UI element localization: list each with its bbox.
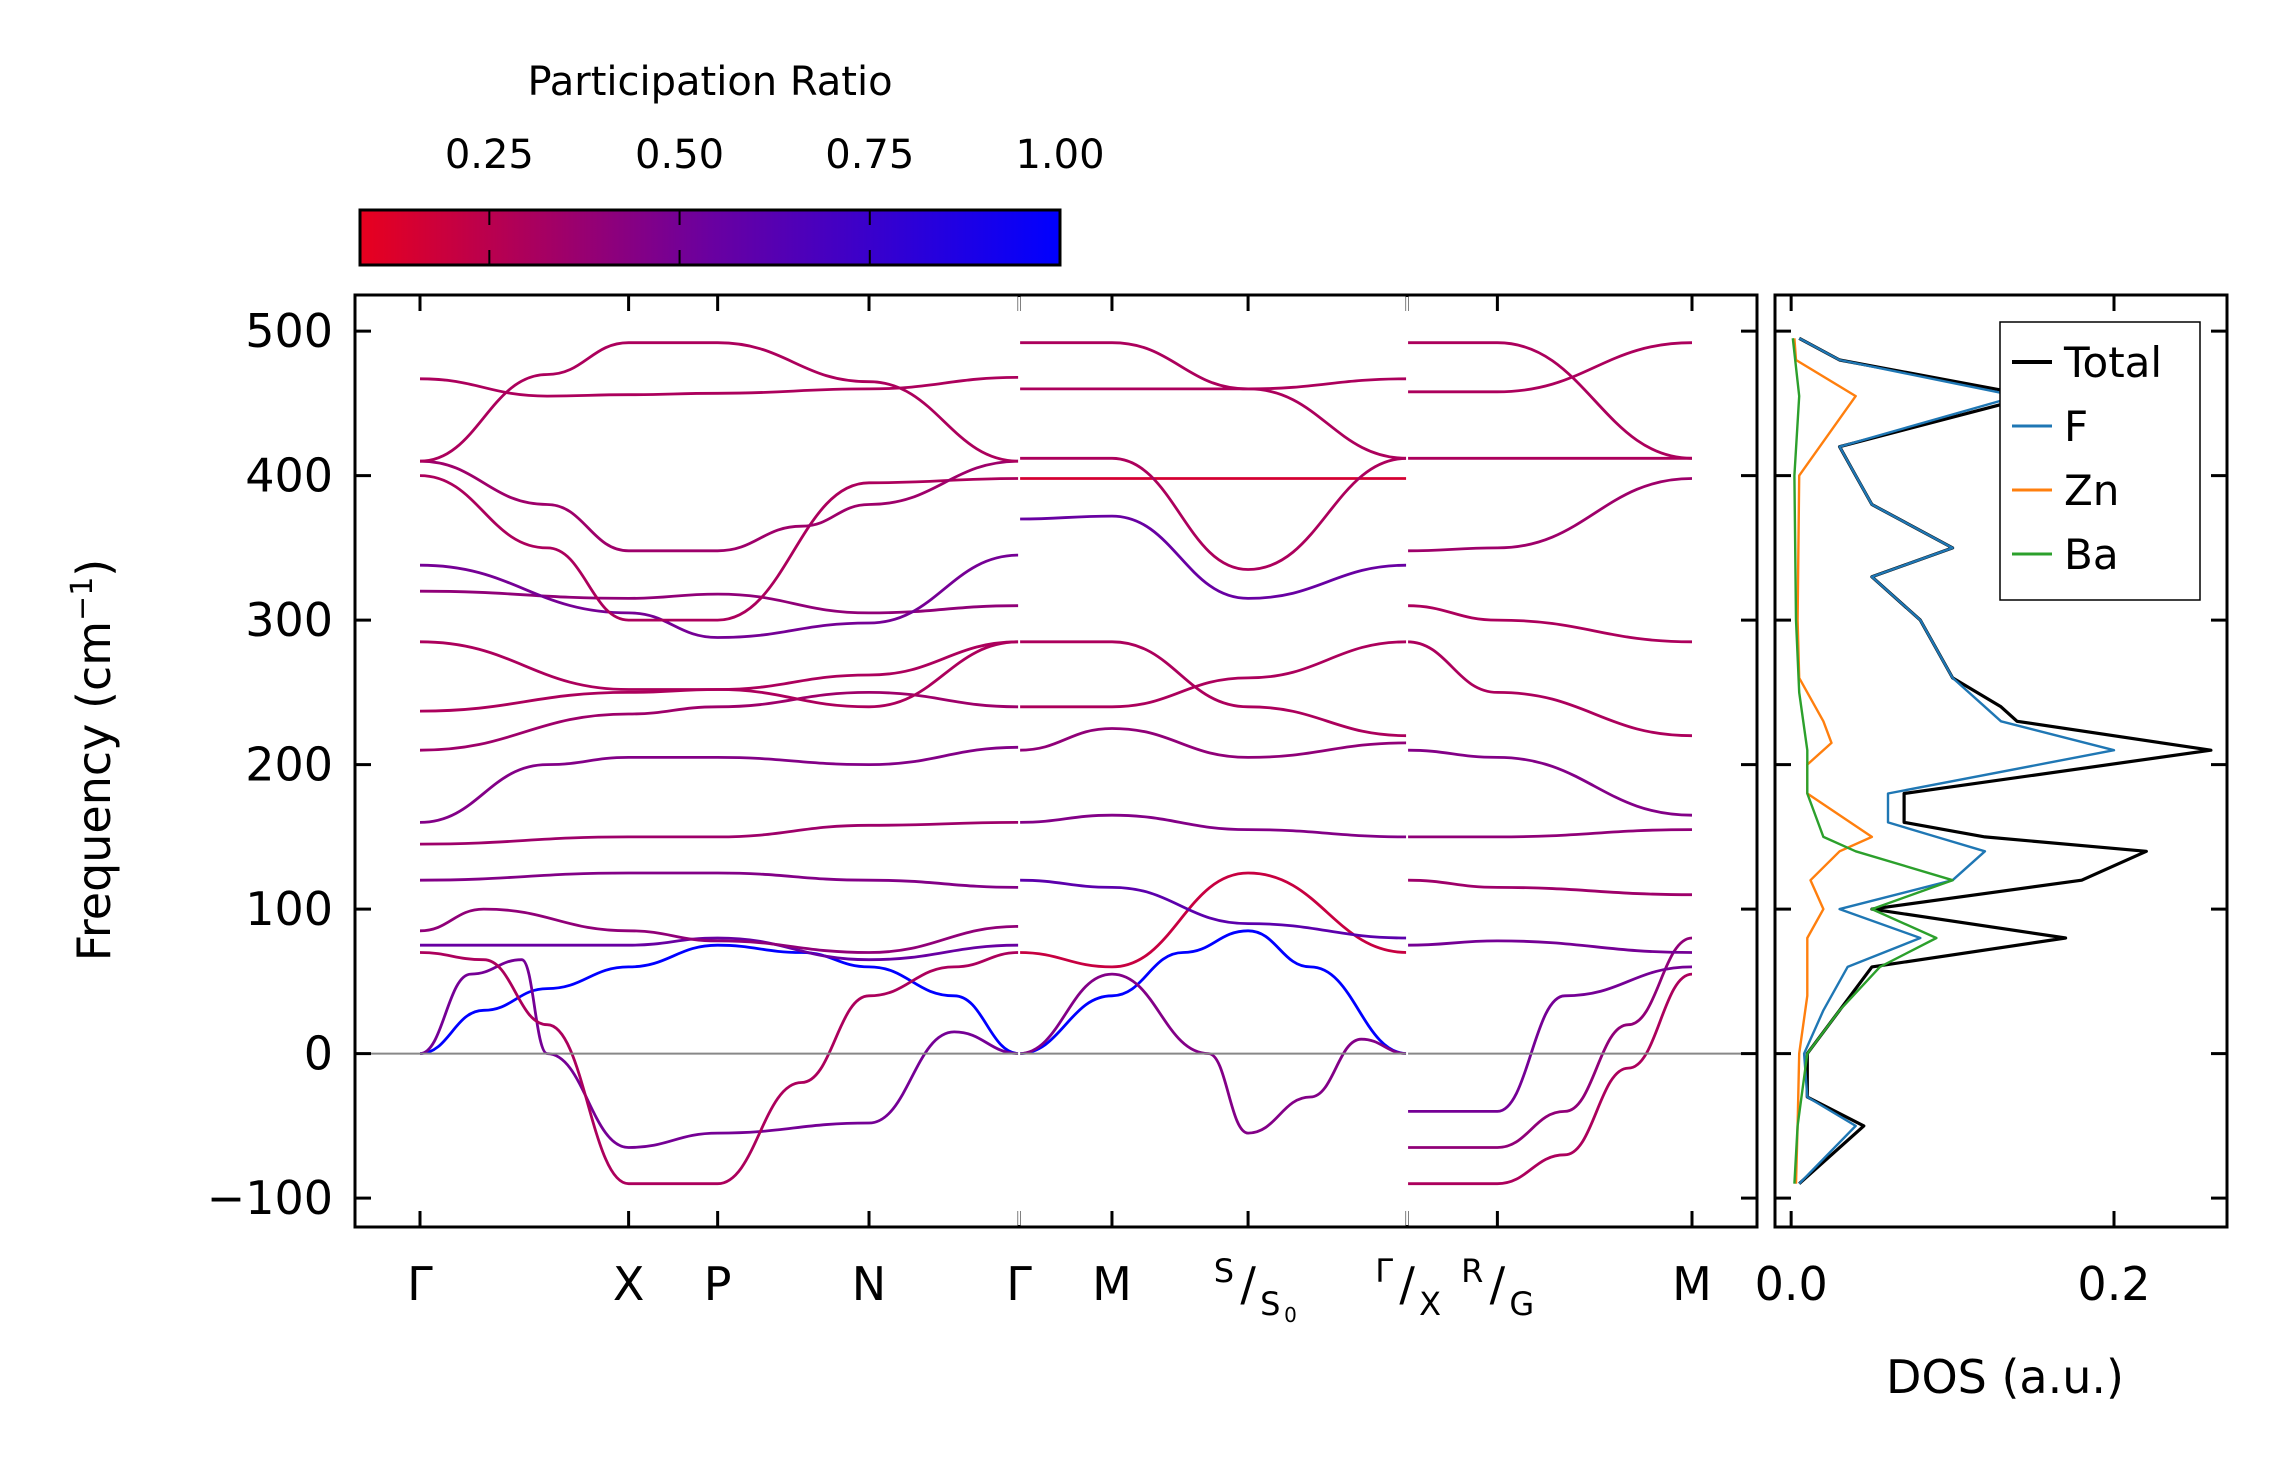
band-line (1407, 341, 1693, 460)
path-label-m2: M (1672, 1257, 1712, 1311)
band-line (419, 376, 1020, 398)
band-line (1019, 871, 1408, 969)
band-line (1019, 727, 1408, 759)
path-label-g1: Γ (407, 1257, 433, 1311)
band-line (1019, 377, 1408, 391)
dos-lines (1791, 336, 2213, 1185)
legend-label-total: Total (2063, 338, 2162, 387)
colorbar-tick-label: 0.75 (825, 132, 914, 178)
band-lines (419, 341, 1693, 1186)
path-label-numerator: S (1214, 1252, 1234, 1290)
band-line (1019, 514, 1408, 600)
y-tick-label: 0 (304, 1027, 333, 1081)
band-line (420, 936, 1020, 962)
band-line (1407, 828, 1693, 839)
band-line (1407, 972, 1693, 1186)
dos-curve-f (1798, 337, 2116, 1185)
y-tick-label: 500 (245, 304, 333, 358)
band-line (1407, 936, 1693, 1149)
y-axis-label: Frequency (cm−1) (65, 559, 121, 962)
path-label-slash: / (1399, 1257, 1415, 1311)
band-axis-ticks: −100 0 100 200 300 400 500 (207, 295, 1757, 1227)
path-label-s: S / S 0 (1214, 1252, 1297, 1327)
dos-x-axis-label: DOS (a.u.) (1886, 1350, 2124, 1404)
band-line (419, 821, 1020, 846)
band-line (1019, 640, 1408, 738)
band-line (419, 907, 1020, 954)
y-axis-label-main: Frequency (cm (67, 621, 121, 961)
band-line (419, 640, 1020, 713)
dos-x-tick-label: 0.0 (1755, 1257, 1828, 1311)
band-line (419, 640, 1020, 709)
band-line (1407, 878, 1693, 897)
band-line (419, 958, 1020, 1149)
dos-legend: Total F Zn Ba (1999, 321, 2201, 601)
high-symmetry-labels: Γ X P N Γ M S / S 0Γ / XR / G M (407, 1252, 1712, 1327)
legend-label-ba: Ba (2064, 530, 2119, 579)
dos-axis-ticks: 0.0 0.2 (1755, 295, 2227, 1311)
y-tick-label: 200 (245, 738, 333, 792)
band-line (419, 691, 1020, 752)
path-label-denominator: X (1419, 1285, 1441, 1323)
band-line (1407, 748, 1693, 817)
band-line (419, 951, 1020, 1186)
dos-x-tick-label: 0.2 (2077, 1257, 2150, 1311)
path-label-m1: M (1092, 1257, 1132, 1311)
band-line (419, 745, 1020, 824)
colorbar-tick-label: 1.00 (1015, 132, 1104, 178)
y-axis-label-close: ) (67, 559, 121, 577)
path-label-denominator: G (1509, 1285, 1534, 1323)
colorbar-title: Participation Ratio (527, 59, 892, 105)
band-line (1019, 878, 1408, 940)
y-tick-label: −100 (207, 1171, 333, 1225)
band-line (1407, 640, 1693, 738)
band-line (1019, 640, 1408, 709)
band-line (419, 943, 1020, 1055)
path-label-slash: / (1240, 1257, 1256, 1311)
dos-curve-ba (1791, 338, 1954, 1184)
path-label-gx: Γ / X (1375, 1252, 1441, 1323)
path-label-denominator-subscript: 0 (1284, 1303, 1297, 1327)
legend-label-zn: Zn (2064, 466, 2119, 515)
colorbar-tick-label: 0.50 (635, 132, 724, 178)
band-line (1407, 939, 1693, 954)
band-line (419, 871, 1020, 889)
band-line (1019, 929, 1408, 1055)
dos-plot-frame (1773, 293, 2229, 1229)
colorbar (358, 208, 1062, 267)
y-tick-label: 300 (245, 593, 333, 647)
band-line (1407, 604, 1693, 644)
band-line (419, 474, 1020, 622)
band-plot-frame (353, 293, 1759, 1229)
path-label-p: P (704, 1257, 732, 1311)
band-line (1407, 477, 1693, 553)
path-label-x: X (613, 1257, 645, 1311)
legend-label-f: F (2064, 402, 2088, 451)
path-label-n: N (852, 1257, 886, 1311)
svg-text:Frequency (cm−1): Frequency (cm−1) (65, 559, 121, 962)
path-label-numerator: Γ (1375, 1252, 1393, 1290)
path-label-numerator: R (1461, 1252, 1483, 1290)
colorbar-tick-label: 0.25 (445, 132, 534, 178)
band-line (419, 459, 1020, 553)
y-tick-label: 100 (245, 882, 333, 936)
band-line (1407, 341, 1693, 394)
colorbar-ticks: 0.25 0.50 0.75 1.00 (445, 132, 1105, 265)
band-line (1019, 972, 1408, 1135)
y-tick-label: 400 (245, 449, 333, 503)
band-line (1019, 813, 1408, 839)
band-line (1019, 341, 1408, 460)
band-line (419, 341, 1020, 463)
path-label-g2: Γ (1006, 1257, 1032, 1311)
band-line (419, 553, 1020, 639)
path-label-denominator: S (1260, 1285, 1280, 1323)
band-line (1019, 456, 1408, 571)
path-label-rg: R / G (1461, 1252, 1534, 1323)
path-label-slash: / (1490, 1257, 1506, 1311)
y-axis-label-exponent: −1 (65, 577, 100, 621)
band-line (1407, 965, 1693, 1113)
